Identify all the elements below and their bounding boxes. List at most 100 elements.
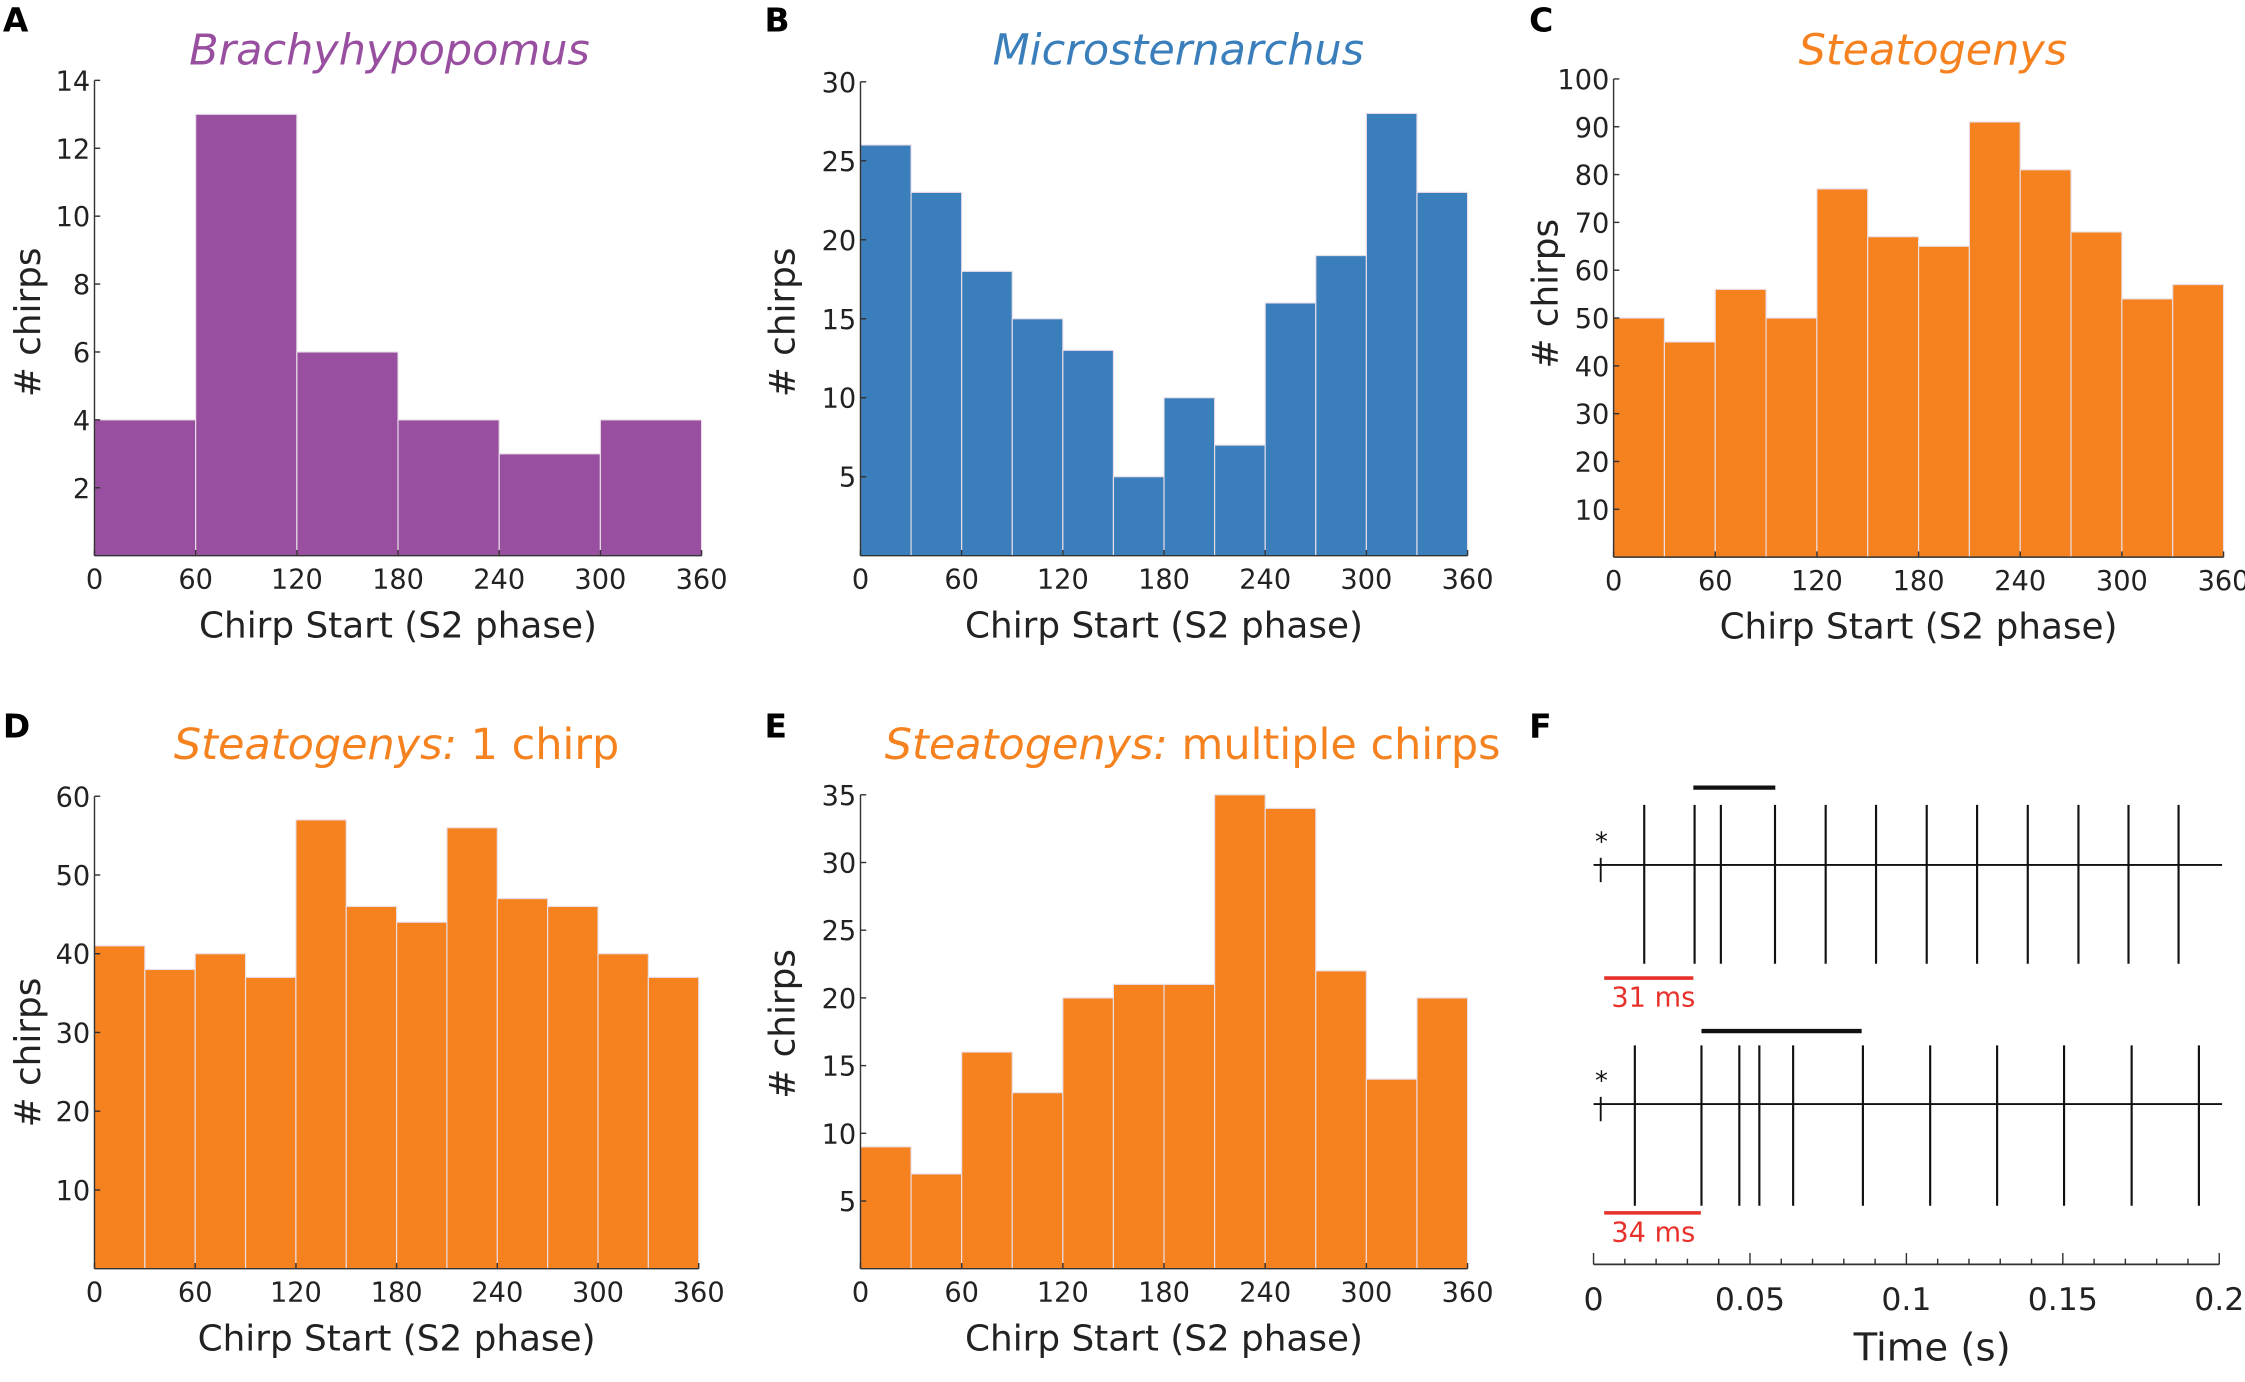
histogram-bar (244, 976, 297, 1270)
histogram-bar (647, 976, 700, 1270)
y-axis-label: # chirps (763, 247, 804, 397)
x-tick-label: 0 (852, 1278, 869, 1309)
panel-letter: D (3, 707, 30, 746)
chart-title: Steatogenys: 1 chirp (174, 720, 619, 770)
x-tick-label: 360 (2198, 566, 2245, 597)
y-tick-label: 25 (822, 147, 857, 178)
histogram-bar (910, 191, 963, 557)
y-axis-label: # chirps (8, 247, 49, 397)
chart-title: Brachyhypopomus (189, 26, 590, 76)
histogram-bar (1613, 317, 1665, 558)
y-tick-label: 100 (1557, 65, 1609, 96)
histogram-bar (144, 968, 196, 1270)
y-tick-label: 4 (73, 406, 90, 437)
x-tick-label: 120 (1791, 566, 1843, 597)
panel-e: E 0 60 120 180 240 300 360 5 10 15 20 25 30 35 Chirp St… (763, 707, 1501, 1360)
y-tick-label: 30 (56, 1018, 91, 1049)
histogram-bar (961, 1051, 1013, 1270)
histogram-bar (1315, 970, 1367, 1270)
y-axis-label: # chirps (763, 949, 804, 1099)
y-tick-label: 15 (822, 305, 857, 336)
histogram-bar (93, 419, 197, 557)
title-genus: Brachyhypopomus (189, 26, 590, 76)
x-tick-label: 300 (574, 565, 626, 596)
x-tick-label: 0.05 (1715, 1282, 1785, 1318)
scale-bar-label: 34 ms (1611, 1218, 1695, 1249)
histogram-bar (1867, 236, 1920, 558)
panel-b: B 0 60 120 180 240 300 360 5 10 15 20 25 30 Chirp Star… (763, 1, 1494, 647)
histogram-bar (1416, 997, 1469, 1270)
histogram-bar (1765, 317, 1818, 558)
x-tick-label: 180 (1893, 566, 1945, 597)
y-tick-label: 50 (56, 861, 91, 892)
panel-letter: C (1529, 1, 1553, 40)
y-tick-label: 90 (1575, 113, 1610, 144)
x-tick-label: 0.2 (2194, 1282, 2244, 1318)
histogram-bar (961, 270, 1013, 557)
y-tick-label: 2 (73, 474, 90, 505)
histogram-bar (93, 945, 146, 1270)
x-tick-label: 60 (1698, 566, 1733, 597)
panel-c: C 0 60 120 180 240 300 360 10 20 30 40 50 60 70 80 90 100… (1526, 1, 2245, 648)
x-tick-label: 300 (1340, 1278, 1392, 1309)
histogram-bar (1315, 254, 1367, 557)
x-axis-label: Chirp Start (S2 phase) (198, 1318, 596, 1359)
histogram-bar (597, 953, 649, 1270)
panel-a: A 0 60 120 180 240 300 360 2 4 6 8 10 12 14 Chirp Start… (3, 1, 728, 647)
histogram-bar (1917, 245, 1970, 558)
x-tick-label: 240 (1239, 565, 1291, 596)
histogram-bar (599, 419, 703, 557)
x-tick-label: 60 (944, 565, 979, 596)
histogram-bar (859, 144, 912, 557)
panel-letter: E (765, 707, 788, 746)
x-axis-label: Chirp Start (S2 phase) (199, 605, 597, 646)
histogram-bar (496, 898, 549, 1270)
x-axis-label: Time (s) (1853, 1325, 2011, 1370)
y-tick-label: 10 (1575, 495, 1610, 526)
histogram-bar (547, 905, 599, 1270)
x-tick-label: 240 (473, 565, 525, 596)
y-tick-label: 25 (822, 916, 857, 947)
x-tick-label: 60 (178, 565, 213, 596)
x-tick-label: 0 (86, 565, 103, 596)
y-tick-label: 6 (73, 338, 90, 369)
y-tick-label: 14 (56, 66, 91, 97)
chart-title: Microsternarchus (993, 26, 1364, 76)
histogram-bar (910, 1173, 963, 1270)
histogram-bar (1663, 341, 1716, 558)
title-suffix: 1 chirp (457, 720, 619, 770)
histogram-bar (1365, 1078, 1418, 1270)
chart-title: Steatogenys (1799, 26, 2068, 76)
histogram-bar (195, 113, 298, 557)
y-tick-label: 20 (822, 226, 857, 257)
y-tick-label: 70 (1575, 208, 1610, 239)
x-tick-label: 60 (178, 1278, 213, 1309)
y-tick-label: 15 (822, 1052, 857, 1083)
x-tick-label: 180 (1138, 565, 1190, 596)
x-tick-label: 240 (1239, 1278, 1291, 1309)
x-tick-label: 120 (1037, 1278, 1089, 1309)
histogram-bar (1112, 983, 1165, 1270)
panel-letter: F (1529, 707, 1552, 746)
histogram-bar (1214, 444, 1266, 557)
histogram-bar (1011, 318, 1064, 557)
histogram-bar (397, 419, 500, 557)
x-tick-label: 60 (944, 1278, 979, 1309)
histogram-bar (1264, 302, 1317, 557)
histogram-bar (1163, 397, 1216, 557)
y-tick-label: 10 (56, 1176, 91, 1207)
title-genus: Steatogenys: (174, 720, 457, 770)
histogram-bar (498, 453, 601, 557)
x-tick-label: 360 (676, 565, 728, 596)
y-tick-label: 30 (1575, 400, 1610, 431)
x-tick-label: 0 (1605, 566, 1622, 597)
y-tick-label: 60 (56, 782, 91, 813)
y-axis-label: # chirps (1526, 219, 1567, 369)
histogram-bar (1968, 121, 2021, 558)
y-tick-label: 60 (1575, 256, 1610, 287)
y-tick-label: 20 (56, 1097, 91, 1128)
y-tick-label: 30 (822, 849, 857, 880)
histogram-bar (2070, 231, 2123, 558)
title-suffix: multiple chirps (1168, 720, 1501, 770)
